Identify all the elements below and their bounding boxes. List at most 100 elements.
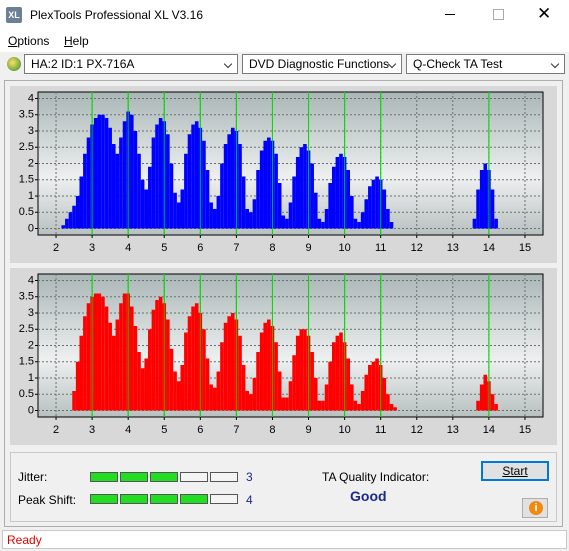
x-tick-label: 14 (483, 242, 495, 254)
bar (151, 137, 156, 229)
x-tick-label: 3 (89, 424, 95, 436)
bar (350, 196, 354, 229)
bar (479, 170, 484, 229)
y-tick-label: 2 (28, 339, 34, 351)
info-button[interactable]: i (522, 498, 548, 518)
bar (129, 114, 134, 229)
maximize-button[interactable] (493, 9, 504, 20)
bar (241, 176, 246, 229)
x-tick-label: 12 (411, 424, 423, 436)
bar (169, 348, 174, 411)
bar (256, 170, 260, 229)
bar (176, 381, 181, 411)
status-bar: Ready (2, 530, 567, 549)
x-tick-label: 10 (338, 242, 350, 254)
x-tick-label: 12 (411, 242, 423, 254)
bar (360, 212, 365, 229)
bar (93, 293, 98, 411)
meter-cell (90, 494, 118, 504)
close-button[interactable]: ✕ (537, 4, 552, 23)
bar (137, 352, 141, 411)
bar (227, 134, 231, 229)
bar (328, 361, 332, 411)
bar (194, 121, 199, 229)
bar (277, 371, 282, 411)
bar (292, 355, 296, 411)
y-tick-label: 1 (28, 372, 34, 384)
y-tick-label: 1.5 (19, 356, 34, 368)
bar (267, 319, 271, 411)
bar (238, 335, 242, 411)
x-tick-label: 9 (305, 242, 311, 254)
test-select[interactable]: Q-Check TA Test (406, 54, 565, 74)
meter-cell (210, 472, 238, 482)
y-tick-label: 3.5 (19, 291, 34, 303)
bar (101, 296, 105, 411)
bar (252, 378, 257, 411)
bar (476, 189, 480, 229)
bar (209, 384, 213, 411)
bar (490, 394, 495, 411)
bar (382, 378, 387, 411)
bar (364, 199, 369, 229)
bar (223, 144, 228, 229)
bar (393, 407, 397, 411)
bar (375, 176, 379, 229)
x-tick-label: 11 (375, 242, 386, 254)
function-select[interactable]: DVD Diagnostic Functions (242, 54, 402, 74)
bar (389, 222, 394, 229)
bar (371, 361, 376, 411)
bar (277, 183, 282, 229)
meter-cell (210, 494, 238, 504)
bar (122, 293, 127, 411)
x-tick-label: 3 (89, 242, 95, 254)
bar (249, 394, 253, 411)
bar (220, 342, 224, 411)
bar (155, 300, 159, 411)
bar (368, 186, 372, 229)
x-tick-label: 6 (197, 242, 203, 254)
x-tick-label: 13 (447, 242, 459, 254)
bar (187, 316, 192, 411)
menu-item[interactable]: Help (64, 34, 89, 48)
drive-select[interactable]: HA:2 ID:1 PX-716A (24, 54, 238, 74)
bar (472, 218, 477, 229)
x-tick-label: 13 (447, 424, 459, 436)
bar (335, 335, 340, 411)
y-tick-label: 4 (28, 92, 34, 104)
minimize-button[interactable] (445, 14, 455, 15)
bar (364, 374, 369, 411)
menu-item[interactable]: Options (8, 34, 50, 48)
bar (144, 189, 149, 229)
y-tick-label: 2 (28, 157, 34, 169)
bar (386, 394, 390, 411)
x-tick-label: 10 (338, 424, 350, 436)
y-tick-label: 0.5 (19, 206, 34, 218)
start-button[interactable]: Start (481, 461, 549, 481)
x-tick-label: 5 (161, 242, 167, 254)
x-tick-label: 2 (53, 424, 59, 436)
bar (173, 192, 177, 229)
bar (328, 183, 332, 229)
meter-cell (180, 472, 208, 482)
x-tick-label: 4 (125, 242, 131, 254)
bar (144, 358, 149, 411)
bar (166, 319, 170, 411)
bar (263, 140, 268, 229)
bar (346, 358, 351, 411)
bar (256, 352, 260, 411)
bar (483, 374, 488, 411)
bar (241, 365, 246, 411)
x-tick-label: 8 (269, 242, 275, 254)
bar (65, 218, 69, 229)
bar (93, 118, 98, 229)
bar (187, 134, 192, 229)
x-tick-label: 11 (375, 424, 386, 436)
bar (274, 342, 278, 411)
bar (353, 218, 358, 229)
bar (331, 342, 336, 411)
bar (223, 322, 228, 411)
bar (148, 166, 152, 229)
bar (339, 332, 343, 411)
